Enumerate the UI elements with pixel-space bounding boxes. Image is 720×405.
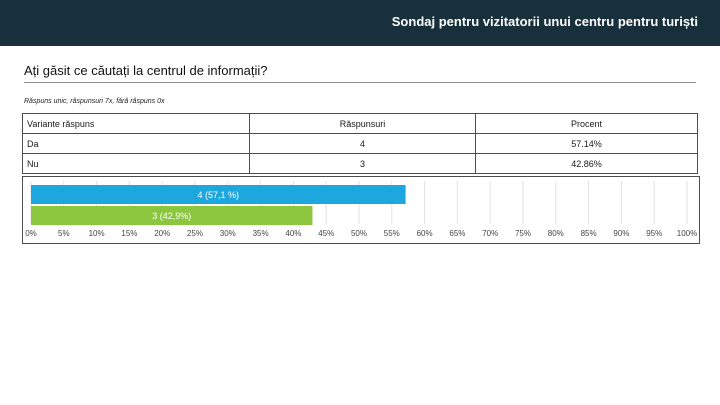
header-bar: Sondaj pentru vizitatorii unui centru pe… xyxy=(0,0,720,46)
x-tick-label: 75% xyxy=(515,229,531,238)
x-tick-label: 85% xyxy=(581,229,597,238)
x-tick-label: 40% xyxy=(285,229,301,238)
table-row: Nu 3 42.86% xyxy=(22,153,698,174)
x-tick-label: 90% xyxy=(613,229,629,238)
bar-da xyxy=(31,185,406,204)
chart-canvas: 4 (57,1 %) 3 (42,9%) 0% 5% 10% 15% 20% 25% 30% 35… xyxy=(25,181,697,238)
bar-nu xyxy=(31,206,313,225)
x-tick-label: 10% xyxy=(89,229,105,238)
bar-data-label: 3 (42,9%) xyxy=(152,211,191,221)
results-table: Variante răspuns Răspunsuri Procent Da 4… xyxy=(22,113,698,174)
column-header-answer: Variante răspuns xyxy=(22,113,250,134)
responses-cell: 3 xyxy=(249,153,476,174)
x-tick-label: 15% xyxy=(121,229,137,238)
x-tick-label: 95% xyxy=(646,229,662,238)
table-header-row: Variante răspuns Răspunsuri Procent xyxy=(22,113,698,134)
x-tick-label: 65% xyxy=(449,229,465,238)
results-bar-chart: 4 (57,1 %) 3 (42,9%) 0% 5% 10% 15% 20% 25% 30% 35… xyxy=(22,176,700,244)
percent-cell: 57.14% xyxy=(475,133,698,154)
percent-cell: 42.86% xyxy=(475,153,698,174)
x-tick-label: 55% xyxy=(384,229,400,238)
x-tick-label: 35% xyxy=(253,229,269,238)
bar-data-label: 4 (57,1 %) xyxy=(198,190,240,200)
question-title: Ați găsit ce căutați la centrul de infor… xyxy=(24,63,268,78)
x-tick-label: 0% xyxy=(25,229,37,238)
column-header-percent: Procent xyxy=(475,113,698,134)
x-tick-label: 20% xyxy=(154,229,170,238)
answer-cell: Da xyxy=(22,133,250,154)
answer-cell: Nu xyxy=(22,153,250,174)
x-tick-label: 60% xyxy=(417,229,433,238)
divider xyxy=(24,82,696,83)
table-row: Da 4 57.14% xyxy=(22,133,698,154)
page-title: Sondaj pentru vizitatorii unui centru pe… xyxy=(391,14,698,29)
x-tick-label: 80% xyxy=(548,229,564,238)
x-tick-label: 5% xyxy=(58,229,70,238)
x-tick-label: 30% xyxy=(220,229,236,238)
x-tick-label: 50% xyxy=(351,229,367,238)
x-tick-label: 70% xyxy=(482,229,498,238)
x-tick-label: 100% xyxy=(677,229,697,238)
x-tick-label: 45% xyxy=(318,229,334,238)
column-header-responses: Răspunsuri xyxy=(249,113,476,134)
x-tick-label: 25% xyxy=(187,229,203,238)
response-summary: Răspuns unic, răspunsuri 7x, fără răspun… xyxy=(24,98,165,105)
responses-cell: 4 xyxy=(249,133,476,154)
